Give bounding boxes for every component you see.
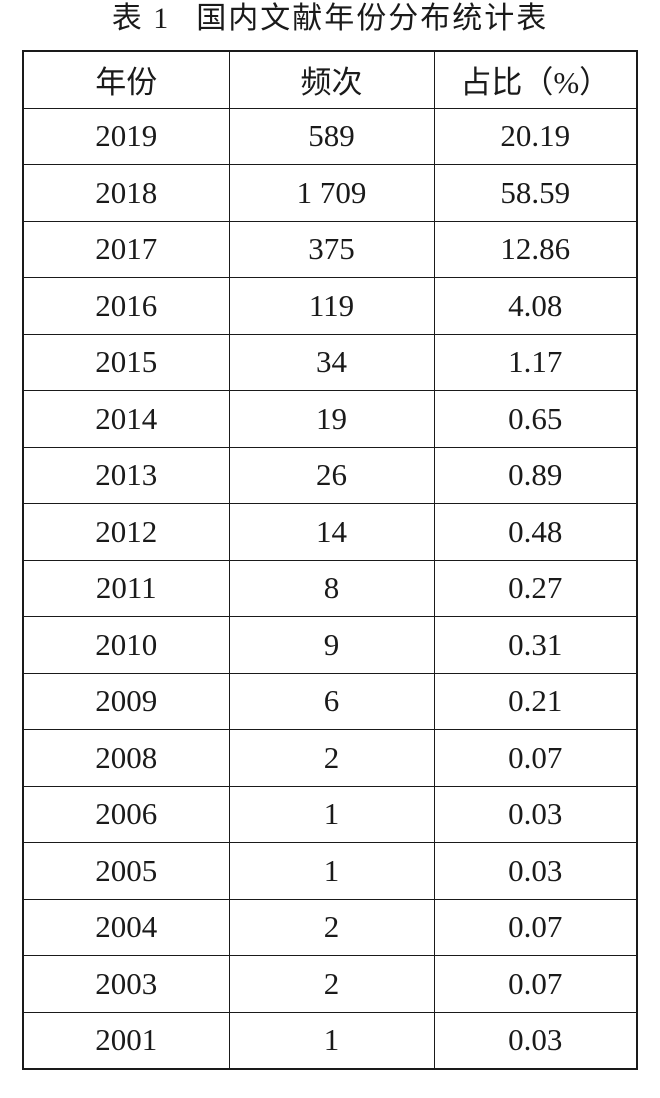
table-cell: 0.07: [433, 898, 638, 956]
table-cell: 26: [228, 446, 435, 504]
table-cell: 2016: [22, 277, 230, 335]
table-cell: 2018: [22, 164, 230, 222]
table-row: 2006 1 0.03: [22, 785, 638, 843]
header-cell: 频次: [228, 50, 435, 109]
title-text: 国内文献年份分布统计表: [196, 2, 549, 35]
table-cell: 6: [228, 672, 435, 730]
table-cell: 2009: [22, 672, 230, 730]
table-row: 2016 119 4.08: [22, 277, 638, 335]
table-row: 2015 34 1.17: [22, 333, 638, 391]
table-row: 2003 2 0.07: [22, 955, 638, 1013]
table-row: 2008 2 0.07: [22, 729, 638, 787]
table-row: 2018 1 709 58.59: [22, 164, 638, 222]
table-cell: 0.48: [433, 503, 638, 561]
table-cell: 2014: [22, 390, 230, 448]
table-row: 2014 19 0.65: [22, 390, 638, 448]
table-cell: 0.31: [433, 616, 638, 674]
table-cell: 0.07: [433, 955, 638, 1013]
table-cell: 0.27: [433, 559, 638, 617]
table-row: 2012 14 0.48: [22, 503, 638, 561]
table-cell: 0.03: [433, 1011, 638, 1070]
table-cell: 2: [228, 955, 435, 1013]
table-cell: 589: [228, 107, 435, 165]
table-cell: 2005: [22, 842, 230, 900]
table-cell: 0.21: [433, 672, 638, 730]
table-cell: 2015: [22, 333, 230, 391]
table-cell: 375: [228, 220, 435, 278]
table-row: 2004 2 0.07: [22, 898, 638, 956]
table-cell: 9: [228, 616, 435, 674]
table-row: 2017 375 12.86: [22, 220, 638, 278]
table-cell: 12.86: [433, 220, 638, 278]
table-cell: 0.07: [433, 729, 638, 787]
table-cell: 19: [228, 390, 435, 448]
table: 年份 频次 占比（%） 2019 589 20.19 2018 1 709 58.59 2017…: [22, 50, 638, 1070]
table-cell: 2008: [22, 729, 230, 787]
table-cell: 0.65: [433, 390, 638, 448]
table-cell: 119: [228, 277, 435, 335]
table-cell: 1 709: [228, 164, 435, 222]
table-row: 2001 1 0.03: [22, 1011, 638, 1070]
table-cell: 20.19: [433, 107, 638, 165]
table-cell: 2013: [22, 446, 230, 504]
header-cell: 占比（%）: [433, 50, 638, 109]
table-cell: 0.89: [433, 446, 638, 504]
table-row: 2011 8 0.27: [22, 559, 638, 617]
table-row: 2013 26 0.89: [22, 446, 638, 504]
header-cell: 年份: [22, 50, 230, 109]
table-cell: 1.17: [433, 333, 638, 391]
table-cell: 2006: [22, 785, 230, 843]
table-cell: 2: [228, 729, 435, 787]
table-cell: 8: [228, 559, 435, 617]
table-cell: 0.03: [433, 842, 638, 900]
table-cell: 58.59: [433, 164, 638, 222]
table-row: 2010 9 0.31: [22, 616, 638, 674]
table-cell: 1: [228, 785, 435, 843]
table-cell: 2004: [22, 898, 230, 956]
table-cell: 2003: [22, 955, 230, 1013]
table-title: 表 1 国内文献年份分布统计表: [0, 0, 660, 40]
table-cell: 2: [228, 898, 435, 956]
table-row: 2019 589 20.19: [22, 107, 638, 165]
title-label: 表 1: [111, 2, 171, 35]
table-cell: 14: [228, 503, 435, 561]
table-cell: 2010: [22, 616, 230, 674]
table-cell: 2019: [22, 107, 230, 165]
table-row: 2005 1 0.03: [22, 842, 638, 900]
table-cell: 4.08: [433, 277, 638, 335]
header-row: 年份 频次 占比（%）: [22, 50, 638, 109]
table-body: 2019 589 20.19 2018 1 709 58.59 2017 375 12.86 20…: [22, 107, 638, 1070]
table-cell: 2001: [22, 1011, 230, 1070]
table-cell: 1: [228, 1011, 435, 1070]
table-row: 2009 6 0.21: [22, 672, 638, 730]
table-cell: 0.03: [433, 785, 638, 843]
table-cell: 2012: [22, 503, 230, 561]
table-cell: 34: [228, 333, 435, 391]
table-cell: 2011: [22, 559, 230, 617]
table-cell: 2017: [22, 220, 230, 278]
table-cell: 1: [228, 842, 435, 900]
